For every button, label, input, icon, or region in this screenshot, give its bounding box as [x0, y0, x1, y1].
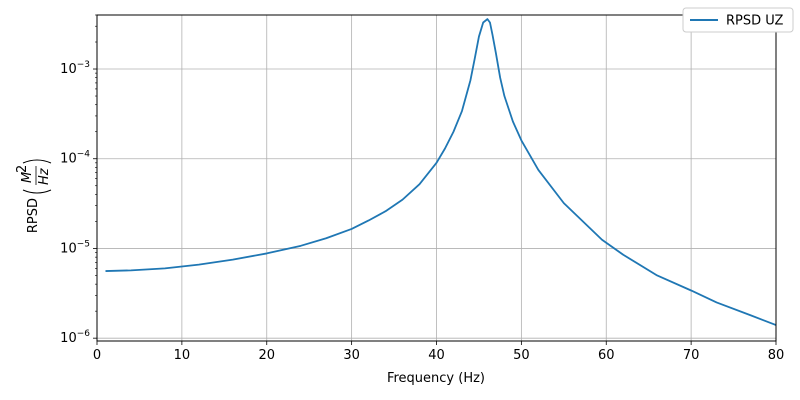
y-axis-units: M 2 Hz — [15, 159, 52, 194]
x-tick-label: 30 — [343, 348, 360, 363]
unit-denominator: Hz — [37, 167, 52, 185]
unit-numerator-power: 2 — [15, 165, 30, 173]
y-axis-label: RPSD M 2 Hz — [15, 159, 52, 233]
series-line-rpsd-uz — [105, 18, 777, 326]
legend-box — [682, 7, 794, 33]
x-axis-label: Frequency (Hz) — [387, 371, 485, 386]
x-tick-label: 20 — [258, 348, 275, 363]
x-tick-label: 40 — [428, 348, 445, 363]
x-tick-label: 10 — [174, 348, 191, 363]
x-tick-label: 50 — [513, 348, 530, 363]
y-tick-label: 10−4 — [60, 150, 90, 167]
legend-label-rpsd-uz: RPSD UZ — [726, 14, 784, 29]
x-tick-label: 70 — [683, 348, 700, 363]
x-tick-label: 80 — [768, 348, 785, 363]
y-tick-label: 10−6 — [60, 329, 90, 346]
y-tick-label: 10−5 — [60, 239, 90, 256]
unit-numerator: M — [20, 172, 35, 183]
x-axis: 0 10 20 30 40 50 60 70 80 — [93, 341, 784, 363]
grid — [96, 15, 777, 341]
x-tick-label: 60 — [598, 348, 615, 363]
y-axis-label-text: RPSD — [26, 198, 41, 233]
x-tick-label: 0 — [93, 348, 101, 363]
y-axis: 10−6 10−5 10−4 10−3 — [60, 14, 97, 346]
series-layer — [105, 18, 777, 326]
legend: RPSD UZ — [682, 7, 794, 33]
y-tick-label: 10−3 — [60, 60, 90, 77]
